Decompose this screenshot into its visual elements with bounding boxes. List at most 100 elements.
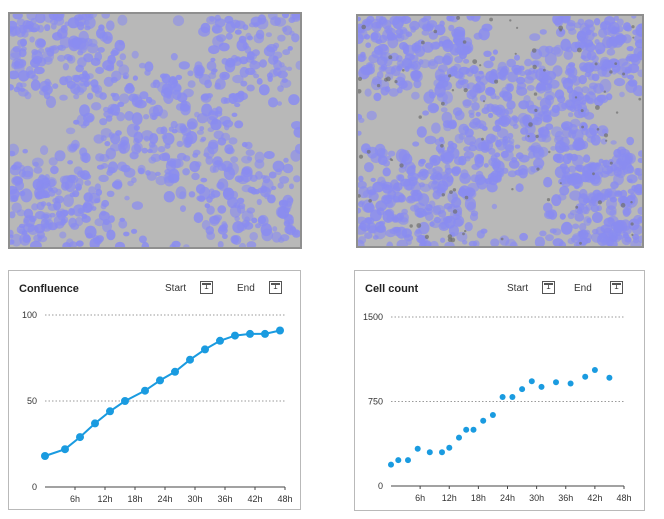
cell [490,238,500,246]
data-point [61,445,69,454]
cell [630,239,642,246]
cell [33,166,43,174]
cell [204,203,210,209]
dead-cell [418,115,422,119]
cell [247,186,256,194]
cell [228,137,238,145]
cell [423,91,435,104]
cell [208,45,220,55]
cell [84,16,96,29]
calendar-icon[interactable]: 1 [200,281,213,294]
cell [18,48,27,58]
data-point [201,345,209,354]
cell [247,35,253,41]
y-tick-label: 0 [378,481,383,491]
cell [81,152,91,164]
cell [574,213,585,222]
cell [388,88,399,97]
cell [495,139,502,148]
cell [438,210,447,218]
cell [358,16,361,22]
cell [92,84,103,94]
cell [532,69,538,74]
cell [273,67,282,77]
cell [453,71,464,79]
dead-cell [543,68,546,72]
cell [69,241,78,247]
cell [494,119,501,127]
cell [583,154,591,163]
cell [638,150,642,157]
cell [207,141,219,155]
dead-cell [416,223,422,228]
cell [505,144,515,153]
cell [591,55,599,63]
cell [582,197,590,204]
cell [462,99,472,109]
cell [58,44,66,52]
cell [437,93,444,98]
cell [422,110,429,116]
cell [367,146,378,159]
start-label: Start [165,283,187,294]
cell [284,207,291,213]
cell [567,238,575,245]
cell [16,82,23,91]
cell [288,94,300,106]
dead-cell [433,29,438,34]
cell [249,232,258,241]
dead-cell [358,154,364,159]
cell [387,150,396,157]
cell [364,217,372,224]
cell [240,168,253,183]
cell [74,16,86,27]
cell [489,56,496,62]
cell [531,116,543,126]
data-point [499,394,506,400]
calendar-icon[interactable]: 1 [542,281,555,294]
microscopy-image-right [356,14,644,248]
cell [523,76,534,84]
cell [188,191,196,198]
cell [287,46,293,51]
cell [228,93,238,104]
dead-cell [532,64,537,70]
cell [152,79,161,89]
cell [110,50,119,57]
cell [148,99,156,105]
cell [410,164,416,169]
cell [75,240,84,247]
cell [98,174,109,183]
cell [106,190,115,197]
cell [396,239,408,246]
cell [81,213,88,219]
cell [83,199,94,213]
cell [579,62,588,71]
data-point [446,444,453,451]
cell [508,159,520,169]
dead-cell [527,135,530,138]
cell [193,149,201,156]
cell [432,180,438,185]
cell [358,216,367,225]
cell [411,70,423,83]
cell [63,194,74,207]
dead-cell [482,100,486,103]
cell [117,161,127,172]
cell [589,162,600,172]
cell [131,50,139,59]
cell [562,153,572,165]
cell [603,27,611,36]
calendar-icon[interactable]: 1 [269,281,282,294]
cell [132,75,138,81]
cell [448,119,457,130]
cell [81,173,92,181]
cell [607,191,616,199]
cell [479,94,487,102]
cell [429,240,439,246]
calendar-icon[interactable]: 1 [610,281,623,294]
cell [527,166,536,175]
cell [447,205,453,213]
cell [19,232,31,246]
start-label: Start [507,283,529,294]
